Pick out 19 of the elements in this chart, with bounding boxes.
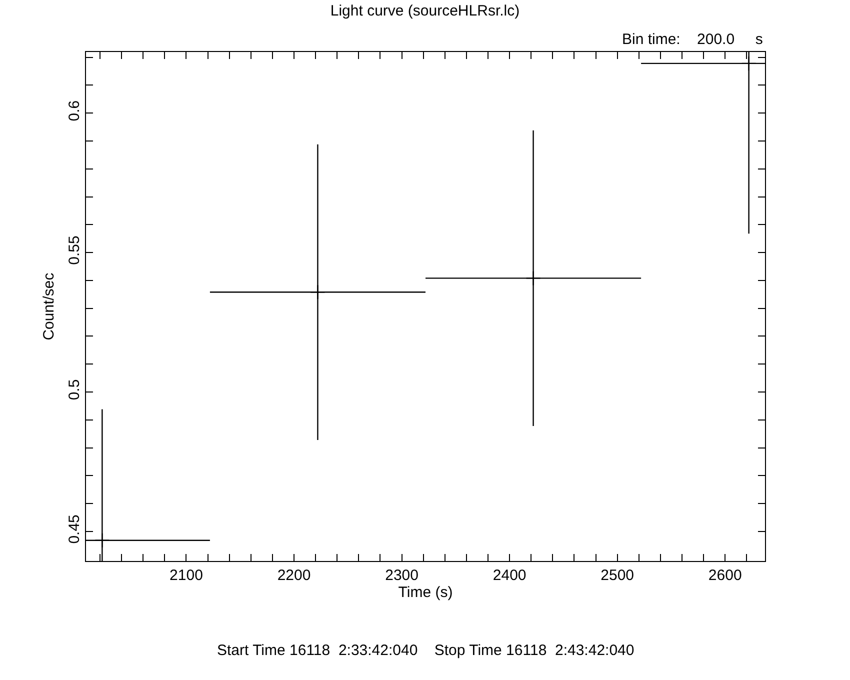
y-tick-label: 0.6 [66,100,83,122]
x-tick-label: 2100 [170,567,203,584]
y-tick-label: 0.55 [66,236,83,265]
x-tick-label: 2600 [708,567,742,584]
chart-title: Light curve (sourceHLRsr.lc) [330,2,520,20]
y-tick-label: 0.5 [66,379,83,400]
y-axis-title: Count/sec [40,272,58,340]
point [526,270,541,286]
y-tick-label: 0.45 [66,514,83,544]
x-axis-title: Time (s) [398,584,453,601]
x-tick-label: 2300 [385,567,418,584]
point [94,532,110,548]
point [741,56,756,72]
x-tick-label: 2400 [492,567,526,584]
x-tick-label: 2500 [600,567,634,584]
point [310,284,326,300]
text: Start Time 16118 2:33:42:040 Stop Time 16118 2:43:42:040 [217,642,634,659]
x-tick-label: 2200 [277,567,311,584]
text: Bin time: 200.0 s [622,31,763,48]
